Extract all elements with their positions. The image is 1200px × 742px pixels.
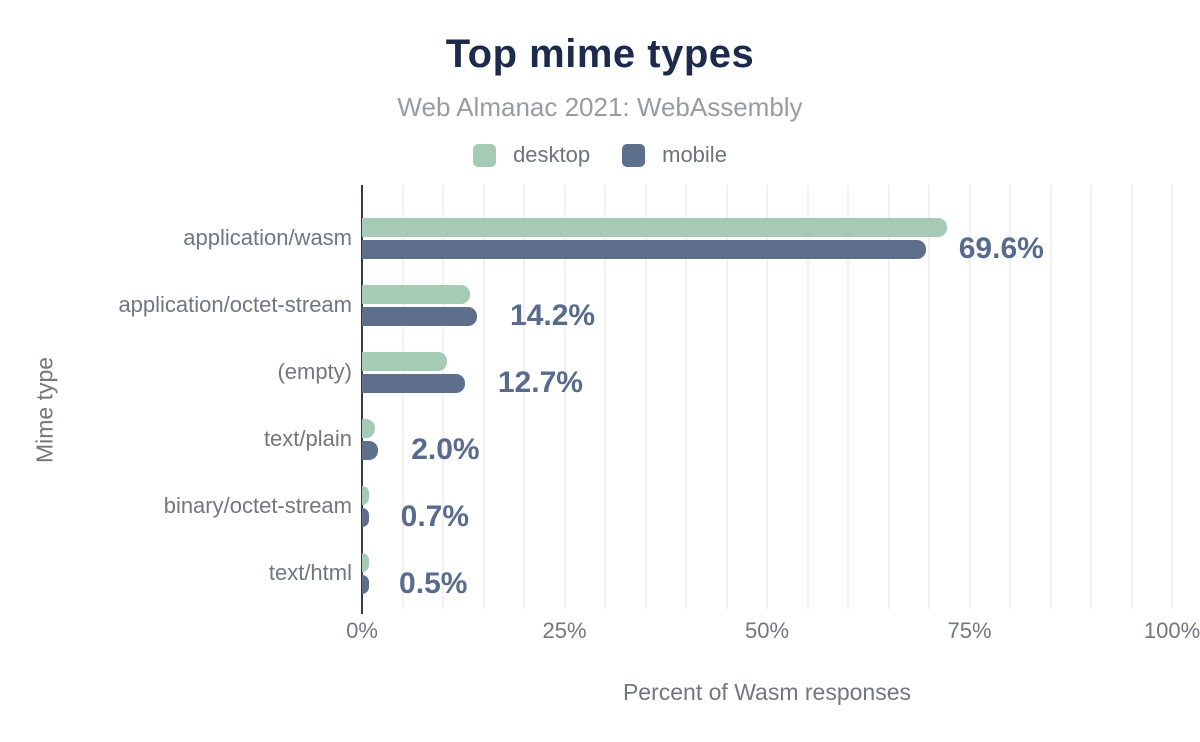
x-tick-label: 0% <box>346 618 378 643</box>
bar-desktop[interactable] <box>362 217 947 237</box>
page-title: Top mime types <box>445 32 755 76</box>
legend-label: desktop <box>513 142 591 167</box>
gridline <box>887 185 890 609</box>
gridline <box>928 185 930 609</box>
x-axis-title: Percent of Wasm responses <box>622 679 912 705</box>
gridline <box>482 185 485 609</box>
gridline <box>523 185 525 609</box>
gridline <box>604 185 606 609</box>
bar-desktop[interactable] <box>362 351 448 371</box>
bar-mobile[interactable] <box>362 306 478 326</box>
bar-mobile[interactable] <box>362 440 379 460</box>
bar-desktop[interactable] <box>362 552 369 572</box>
gridline <box>1130 185 1133 609</box>
bar-desktop[interactable] <box>362 284 470 304</box>
value-label: 2.0% <box>411 433 480 466</box>
gridline <box>442 185 444 609</box>
legend-item-mobile[interactable]: mobile <box>622 142 727 168</box>
gridline <box>1049 185 1052 609</box>
category-label: application/octet-stream <box>118 292 352 317</box>
gridline <box>685 185 687 609</box>
category-label: text/plain <box>263 426 352 451</box>
gridline <box>766 185 768 609</box>
value-label: 69.6% <box>958 232 1044 265</box>
category-label: binary/octet-stream <box>163 493 352 518</box>
y-axis-line <box>360 185 363 614</box>
gridline <box>968 185 971 609</box>
gridline <box>401 185 404 609</box>
bar-mobile[interactable] <box>362 574 369 594</box>
category-label: text/html <box>268 560 352 585</box>
gridline <box>563 185 566 609</box>
legend-label: mobile <box>662 142 727 167</box>
bar-mobile[interactable] <box>362 239 926 259</box>
gridline <box>644 185 647 609</box>
gridline <box>806 185 809 609</box>
legend-swatch-mobile <box>622 143 646 167</box>
x-tick-label: 75% <box>947 618 992 643</box>
bar-mobile[interactable] <box>362 507 369 527</box>
legend-swatch-desktop <box>473 143 497 167</box>
page-subtitle: Web Almanac 2021: WebAssembly <box>397 92 803 122</box>
value-label: 0.7% <box>400 500 470 533</box>
gridline <box>1090 185 1092 609</box>
gridline <box>847 185 849 609</box>
bar-mobile[interactable] <box>362 373 465 393</box>
value-label: 0.5% <box>399 567 468 600</box>
gridline <box>1171 185 1173 609</box>
bar-desktop[interactable] <box>362 418 375 438</box>
gridline <box>725 185 728 609</box>
legend-item-desktop[interactable]: desktop <box>473 142 590 168</box>
category-label: application/wasm <box>183 225 352 250</box>
x-tick-label: 50% <box>744 618 790 643</box>
gridline <box>1009 185 1011 609</box>
category-label: (empty) <box>277 359 352 384</box>
bar-desktop[interactable] <box>362 485 369 505</box>
value-label: 14.2% <box>510 299 596 332</box>
value-label: 12.7% <box>497 366 583 399</box>
x-tick-label: 100% <box>1143 618 1200 643</box>
x-tick-label: 25% <box>542 618 587 643</box>
legend: desktop mobile <box>0 142 1200 168</box>
y-axis-title: Mime type <box>31 356 58 464</box>
